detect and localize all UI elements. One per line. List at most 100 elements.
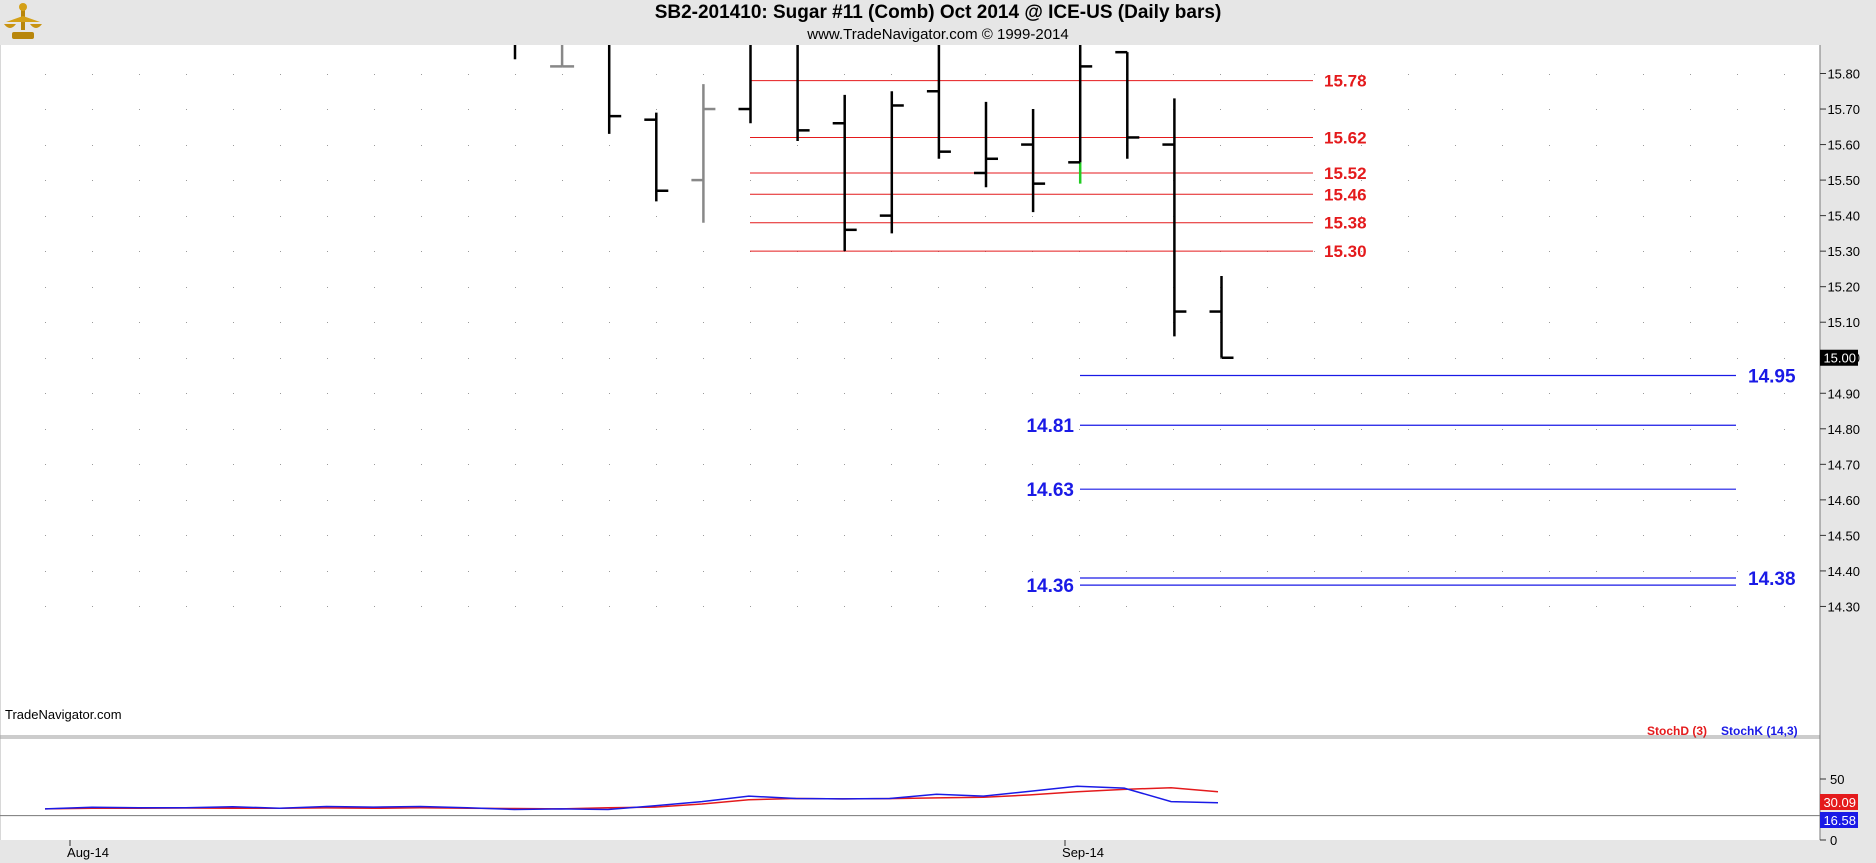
- grid-dot: [1455, 74, 1456, 75]
- grid-dot: [421, 429, 422, 430]
- grid-dot: [374, 74, 375, 75]
- grid-dot: [421, 287, 422, 288]
- grid-dot: [139, 571, 140, 572]
- grid-dot: [1408, 393, 1409, 394]
- grid-dot: [609, 180, 610, 181]
- grid-dot: [374, 251, 375, 252]
- grid-dot: [1079, 606, 1080, 607]
- grid-dot: [1267, 145, 1268, 146]
- grid-dot: [1267, 535, 1268, 536]
- y-tick-label: 14.50: [1827, 528, 1860, 543]
- grid-dot: [1361, 180, 1362, 181]
- stoch-k-line: [44, 785, 1219, 811]
- grid-dot: [1455, 358, 1456, 359]
- grid-dot: [92, 287, 93, 288]
- grid-dot: [139, 109, 140, 110]
- resistance-label: 15.52: [1324, 164, 1367, 183]
- grid-dot: [797, 464, 798, 465]
- grid-dot: [1643, 500, 1644, 501]
- grid-dot: [844, 393, 845, 394]
- grid-dot: [1032, 358, 1033, 359]
- grid-dot: [45, 358, 46, 359]
- grid-dot: [280, 145, 281, 146]
- grid-dot: [1220, 429, 1221, 430]
- grid-dot: [1361, 287, 1362, 288]
- grid-dot: [1079, 464, 1080, 465]
- grid-dot: [468, 216, 469, 217]
- grid-dot: [985, 287, 986, 288]
- grid-dot: [1220, 216, 1221, 217]
- grid-dot: [1267, 180, 1268, 181]
- grid-dot: [280, 535, 281, 536]
- grid-dot: [750, 393, 751, 394]
- grid-dot: [139, 287, 140, 288]
- ohlc-bar: [607, 45, 622, 134]
- grid-dot: [656, 358, 657, 359]
- grid-dot: [656, 429, 657, 430]
- grid-dot: [1408, 429, 1409, 430]
- grid-dot: [1737, 393, 1738, 394]
- grid-dot: [1032, 500, 1033, 501]
- grid-dot: [139, 74, 140, 75]
- grid-dot: [421, 109, 422, 110]
- grid-dot: [1549, 251, 1550, 252]
- grid-dot: [562, 287, 563, 288]
- time-axis: Aug-14 Sep-14: [67, 840, 1104, 860]
- grid-dot: [374, 571, 375, 572]
- grid-dot: [1737, 606, 1738, 607]
- grid-dot: [1549, 393, 1550, 394]
- grid-dot: [1737, 109, 1738, 110]
- x-tick-label: Aug-14: [67, 845, 109, 860]
- grid-dot: [1173, 429, 1174, 430]
- grid-dot: [374, 145, 375, 146]
- grid-dot: [750, 145, 751, 146]
- grid-dot: [139, 322, 140, 323]
- grid-dot: [421, 322, 422, 323]
- grid-dot: [1643, 109, 1644, 110]
- grid-dot: [374, 535, 375, 536]
- grid-dot: [985, 606, 986, 607]
- grid-dot: [891, 606, 892, 607]
- grid-dot: [985, 464, 986, 465]
- grid-dot: [1079, 535, 1080, 536]
- grid-dot: [1549, 287, 1550, 288]
- grid-dot: [1079, 287, 1080, 288]
- grid-dot: [844, 358, 845, 359]
- grid-dot: [1361, 535, 1362, 536]
- grid-dot: [938, 606, 939, 607]
- grid-dot: [750, 180, 751, 181]
- grid-dot: [1549, 145, 1550, 146]
- grid-dot: [1643, 464, 1644, 465]
- grid-dot: [938, 535, 939, 536]
- grid-dot: [45, 606, 46, 607]
- grid-dot: [1173, 393, 1174, 394]
- grid-dot: [515, 606, 516, 607]
- grid-dot: [1032, 393, 1033, 394]
- grid-dot: [891, 393, 892, 394]
- grid-dot: [891, 322, 892, 323]
- ohlc-bar: [926, 45, 951, 159]
- grid-dot: [1032, 571, 1033, 572]
- grid-dot: [1737, 429, 1738, 430]
- grid-dot: [1079, 571, 1080, 572]
- grid-dot: [1643, 429, 1644, 430]
- grid-dot: [562, 216, 563, 217]
- grid-dot: [186, 393, 187, 394]
- grid-dot: [515, 287, 516, 288]
- grid-dot: [656, 393, 657, 394]
- grid-dot: [938, 322, 939, 323]
- grid-dot: [1596, 571, 1597, 572]
- grid-dot: [609, 251, 610, 252]
- grid-dot: [327, 535, 328, 536]
- grid-dot: [468, 180, 469, 181]
- grid-dot: [797, 322, 798, 323]
- grid-dot: [1502, 500, 1503, 501]
- grid-dot: [1737, 74, 1738, 75]
- grid-dot: [327, 109, 328, 110]
- grid-dot: [45, 287, 46, 288]
- grid-dot: [1784, 145, 1785, 146]
- grid-dot: [468, 287, 469, 288]
- grid-dot: [562, 500, 563, 501]
- grid-dot: [280, 109, 281, 110]
